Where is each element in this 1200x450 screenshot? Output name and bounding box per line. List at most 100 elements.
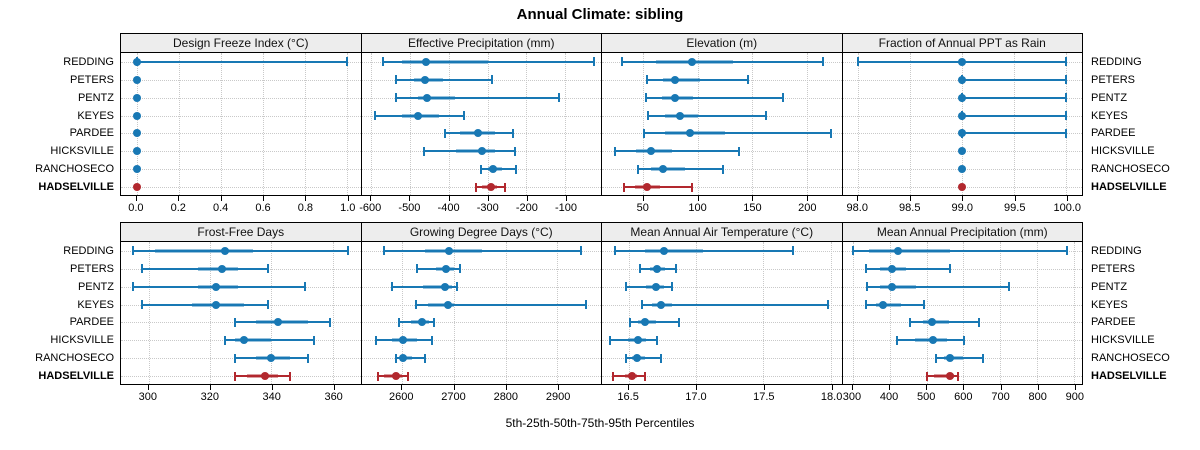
mark-ranchoseco-whisker xyxy=(480,168,516,171)
gridline-vertical xyxy=(806,53,808,195)
gridline-vertical xyxy=(526,53,528,195)
mark-ranchoseco-median-dot xyxy=(132,165,141,174)
mark-redding-cap xyxy=(1065,246,1068,256)
mark-redding-whisker xyxy=(136,60,347,63)
row-label-left-pardee: PARDEE xyxy=(69,127,114,140)
axis-tick-label: 360 xyxy=(324,391,343,403)
panel-strip-0-1: Effective Precipitation (mm) xyxy=(360,33,602,53)
row-label-right-peters: PETERS xyxy=(1091,262,1136,275)
figure-caption: 5th-25th-50th-75th-95th Percentiles xyxy=(505,416,695,430)
mark-pardee-cap xyxy=(908,317,911,327)
mark-redding-whisker xyxy=(382,60,595,63)
axis-tick xyxy=(147,385,149,390)
gridline-vertical xyxy=(371,53,373,195)
axis-tick-label: 100 xyxy=(688,202,707,214)
mark-pentz-median-dot xyxy=(670,93,679,102)
axis-tick xyxy=(487,196,489,201)
axis-tick-label: -400 xyxy=(437,202,460,214)
mark-pentz-median-dot xyxy=(958,93,967,102)
mark-keyes-cap xyxy=(374,111,377,121)
mark-hicksville-whisker xyxy=(610,339,658,342)
mark-pardee-median-dot xyxy=(473,129,482,138)
mark-ranchoseco-cap xyxy=(233,353,236,363)
mark-hicksville-interquartile-band xyxy=(234,338,272,343)
mark-pardee-cap xyxy=(629,317,632,327)
mark-pentz-cap xyxy=(865,282,868,292)
mark-pentz-cap xyxy=(395,93,398,103)
mark-hicksville-cap xyxy=(656,335,659,345)
gridline-vertical xyxy=(763,242,765,384)
mark-redding-median-dot xyxy=(421,57,430,66)
mark-pentz-whisker xyxy=(645,96,783,99)
mark-hicksville-cap xyxy=(609,335,612,345)
axis-tick-label: 16.5 xyxy=(617,391,639,403)
gridline-horizontal xyxy=(842,304,1082,306)
axis-tick-label: 320 xyxy=(200,391,219,403)
mark-keyes-cap xyxy=(922,300,925,310)
mark-pentz-interquartile-band xyxy=(880,284,917,289)
axis-tick-label: 99.5 xyxy=(1004,202,1026,214)
mark-ranchoseco-median-dot xyxy=(267,354,276,363)
mark-hicksville-whisker xyxy=(423,150,515,153)
axis-tick xyxy=(926,385,928,390)
mark-keyes-median-dot xyxy=(413,111,422,120)
mark-ranchoseco-cap xyxy=(636,164,639,174)
axis-tick xyxy=(1037,385,1039,390)
mark-ranchoseco-median-dot xyxy=(399,354,408,363)
gridline-vertical xyxy=(557,242,559,384)
axis-tick xyxy=(333,385,335,390)
gridline-vertical xyxy=(752,53,754,195)
mark-peters-cap xyxy=(267,264,270,274)
mark-ranchoseco-cap xyxy=(424,353,427,363)
gridline-vertical xyxy=(505,242,507,384)
row-label-right-keyes: KEYES xyxy=(1091,109,1128,122)
gridline-vertical xyxy=(1000,242,1002,384)
mark-peters-cap xyxy=(864,264,867,274)
mark-redding-whisker xyxy=(383,249,581,252)
axis-tick xyxy=(752,196,754,201)
mark-redding-interquartile-band xyxy=(869,248,951,253)
mark-hadselville-cap xyxy=(644,371,647,381)
axis-tick-label: 17.0 xyxy=(685,391,707,403)
mark-pardee-median-dot xyxy=(132,129,141,138)
gridline-vertical xyxy=(643,53,645,195)
mark-peters-cap xyxy=(645,75,648,85)
mark-hicksville-median-dot xyxy=(399,336,408,345)
mark-peters-cap xyxy=(746,75,749,85)
mark-hicksville-median-dot xyxy=(634,336,643,345)
mark-pardee-cap xyxy=(233,317,236,327)
axis-tick-label: 340 xyxy=(262,391,281,403)
mark-redding-cap xyxy=(792,246,795,256)
mark-pentz-median-dot xyxy=(651,282,660,291)
mark-pardee-whisker xyxy=(962,132,1067,135)
axis-tick xyxy=(642,196,644,201)
axis-tick-label: 300 xyxy=(138,391,158,403)
mark-hicksville-whisker xyxy=(615,150,740,153)
gridline-vertical xyxy=(210,242,212,384)
mark-redding-cap xyxy=(857,57,860,67)
mark-peters-cap xyxy=(949,264,952,274)
mark-pardee-cap xyxy=(829,128,832,138)
axis-tick xyxy=(628,385,630,390)
mark-pentz-cap xyxy=(132,282,135,292)
axis-tick xyxy=(453,385,455,390)
mark-peters-median-dot xyxy=(887,264,896,273)
mark-keyes-cap xyxy=(864,300,867,310)
mark-hicksville-median-dot xyxy=(132,147,141,156)
gridline-horizontal xyxy=(602,340,842,342)
mark-pentz-cap xyxy=(304,282,307,292)
axis-tick xyxy=(763,385,765,390)
axis-tick xyxy=(1014,196,1016,201)
gridline-vertical xyxy=(628,242,630,384)
mark-pentz-cap xyxy=(1008,282,1011,292)
mark-hicksville-median-dot xyxy=(928,336,937,345)
mark-hadselville-median-dot xyxy=(642,183,651,192)
mark-redding-cap xyxy=(614,246,617,256)
gridline-horizontal xyxy=(121,115,361,117)
mark-pentz-cap xyxy=(644,93,647,103)
axis-tick xyxy=(409,196,411,201)
panel-strip-1-2: Mean Annual Air Temperature (°C) xyxy=(601,222,843,242)
panel-strip-1-3: Mean Annual Precipitation (mm) xyxy=(841,222,1083,242)
row-label-left-ranchoseco: RANCHOSECO xyxy=(35,163,114,176)
axis-tick-label: 0.8 xyxy=(297,202,314,214)
